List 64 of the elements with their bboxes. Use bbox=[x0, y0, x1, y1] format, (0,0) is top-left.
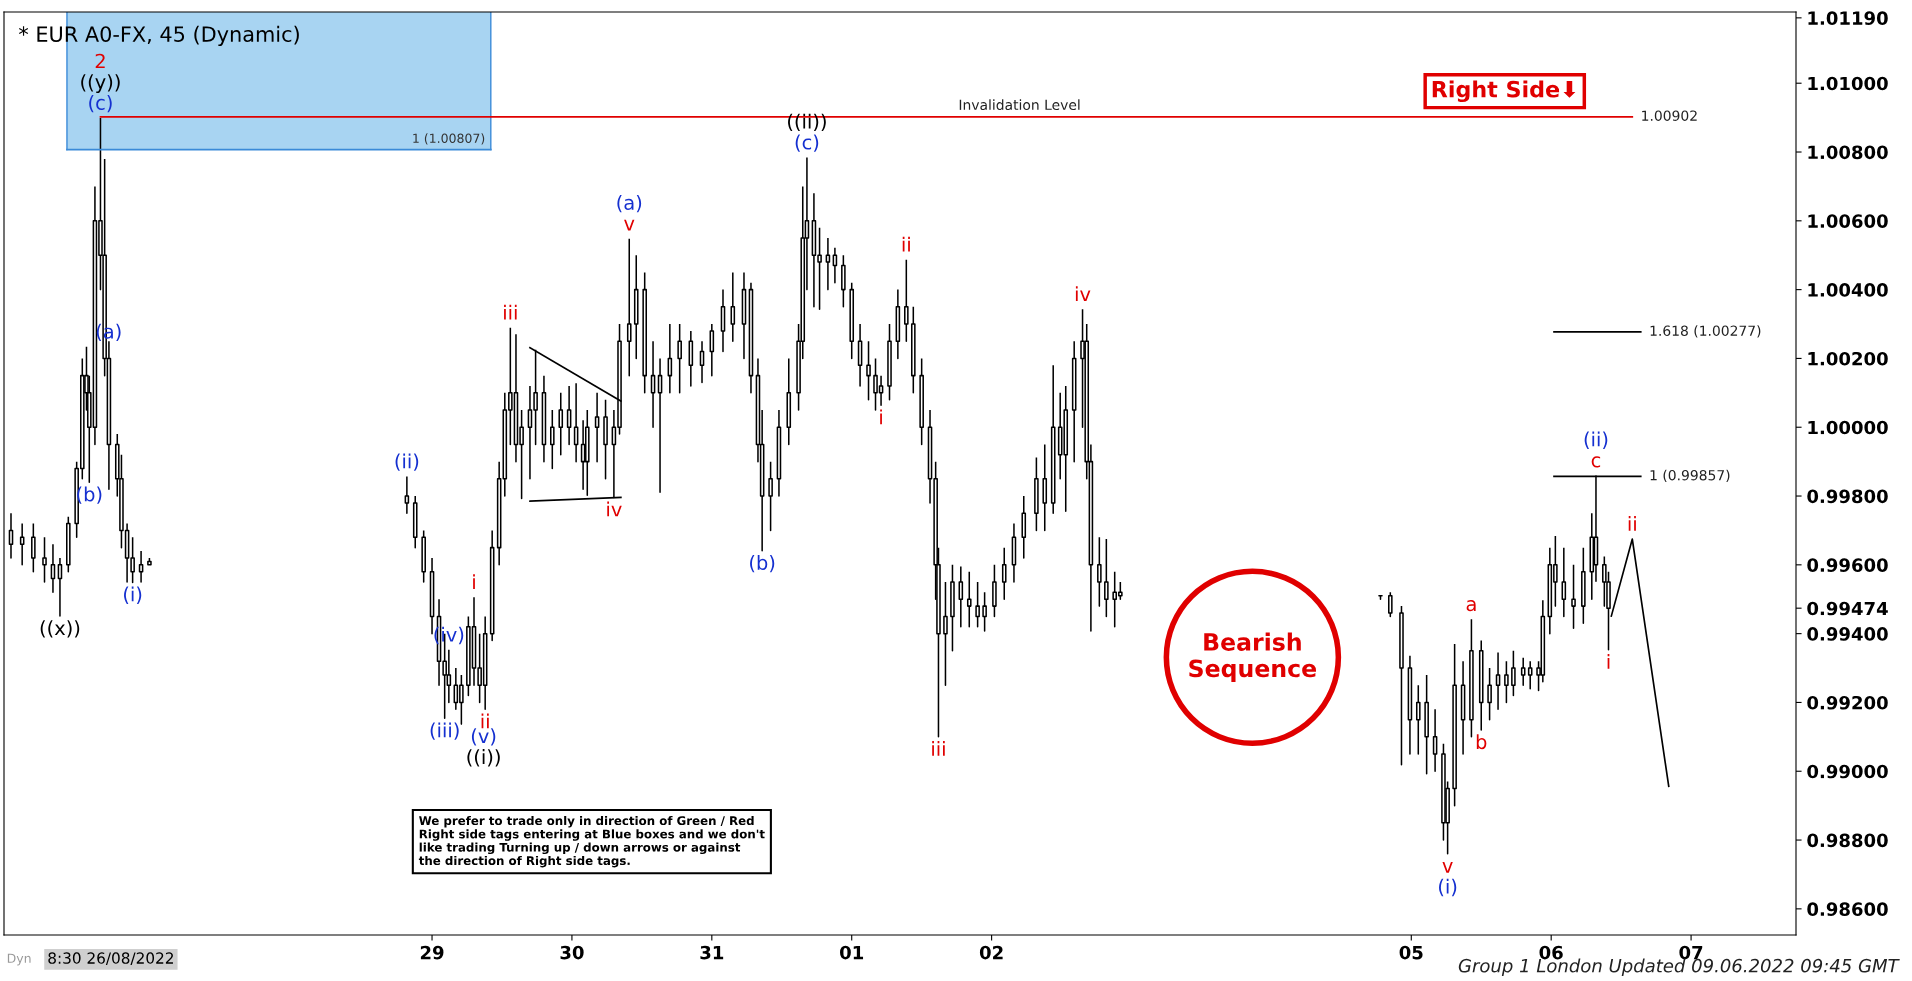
annotation: ((ii)) bbox=[788, 113, 826, 132]
annotation: 1.00902 bbox=[1642, 110, 1697, 121]
annotation: ((x)) bbox=[40, 620, 80, 638]
annotation: (b) bbox=[750, 554, 775, 573]
y-tick-label: 0.99474 bbox=[1807, 601, 1888, 616]
y-tick-label: 0.99000 bbox=[1807, 764, 1888, 779]
annotation: We prefer to trade only in direction of Green / Red Right side tags entering at Blue boxes and we don't like trading Turning up / down arrows or against the direction of Right side tags. bbox=[418, 815, 765, 868]
annotation: b bbox=[1476, 734, 1487, 750]
y-tick-label: 1.00800 bbox=[1808, 145, 1888, 160]
x-tick-label: 02 bbox=[979, 945, 1003, 960]
x-tick-label: 01 bbox=[840, 945, 864, 960]
y-tick-label: 0.99600 bbox=[1807, 558, 1888, 572]
annotation: 2 bbox=[95, 53, 105, 69]
text: Group 1 London Updated 09.06.2022 09:45 GMT bbox=[1458, 958, 1900, 976]
y-tick-label: 1.00400 bbox=[1808, 283, 1888, 297]
annotation: v bbox=[1442, 862, 1453, 873]
annotation: (c) bbox=[795, 134, 819, 152]
y-tick-label: 1.01000 bbox=[1808, 76, 1888, 91]
annotation: (c) bbox=[89, 94, 112, 113]
y-tick-label: 1.00600 bbox=[1808, 214, 1888, 228]
annotation: v bbox=[624, 219, 635, 231]
text: Dyn bbox=[7, 953, 31, 966]
annotation: (ii) bbox=[1584, 431, 1608, 449]
annotation: ii bbox=[481, 713, 489, 729]
annotation: Invalidation Level bbox=[959, 99, 1080, 111]
text: 8:30 26/08/2022 bbox=[48, 952, 173, 966]
x-tick-label: 06 bbox=[1539, 945, 1563, 960]
y-tick-label: 0.99400 bbox=[1807, 627, 1888, 641]
annotation: i bbox=[880, 409, 882, 425]
annotation: (ii) bbox=[395, 453, 419, 471]
annotation: a bbox=[1466, 600, 1476, 612]
annotation: (iii) bbox=[430, 722, 459, 740]
y-tick-label: 0.99800 bbox=[1807, 489, 1888, 504]
annotation: ((y)) bbox=[81, 74, 120, 93]
annotation: c bbox=[1591, 456, 1601, 468]
y-tick-label: 1.00200 bbox=[1808, 351, 1888, 366]
y-tick-label: 0.98800 bbox=[1807, 833, 1888, 848]
y-tick-label: 1.00000 bbox=[1808, 420, 1888, 435]
y-tick-label: 0.99200 bbox=[1807, 695, 1888, 710]
x-tick-label: 29 bbox=[420, 945, 444, 960]
annotation: iii bbox=[932, 741, 945, 756]
annotation: i bbox=[473, 574, 475, 589]
annotation: ii bbox=[1628, 516, 1636, 531]
annotation: i bbox=[1607, 653, 1610, 669]
annotation: iv bbox=[607, 501, 622, 517]
annotation: ((i)) bbox=[467, 749, 500, 767]
x-tick-label: 31 bbox=[700, 945, 724, 960]
annotation: ii bbox=[902, 236, 910, 252]
annotation: iv bbox=[1075, 286, 1091, 302]
annotation: (a) bbox=[617, 194, 642, 213]
annotation: (i) bbox=[1439, 878, 1457, 897]
annotation: Right Side⬇ bbox=[1432, 80, 1576, 103]
annotation: 1 (0.99857) bbox=[1650, 469, 1730, 483]
annotation: 1 (1.00807) bbox=[413, 133, 485, 145]
y-tick-label: 0.98600 bbox=[1807, 902, 1888, 916]
x-tick-label: 05 bbox=[1399, 945, 1423, 960]
annotation: Bearish Sequence bbox=[1189, 632, 1316, 682]
x-tick-label: 30 bbox=[560, 945, 584, 960]
y-tick-label: 1.01190 bbox=[1808, 11, 1888, 25]
annotation: iii bbox=[504, 304, 517, 320]
annotation: 1.618 (1.00277) bbox=[1650, 325, 1761, 338]
x-tick-label: 07 bbox=[1679, 945, 1703, 960]
annotation: (v) bbox=[471, 728, 496, 746]
annotation: (i) bbox=[124, 586, 142, 604]
